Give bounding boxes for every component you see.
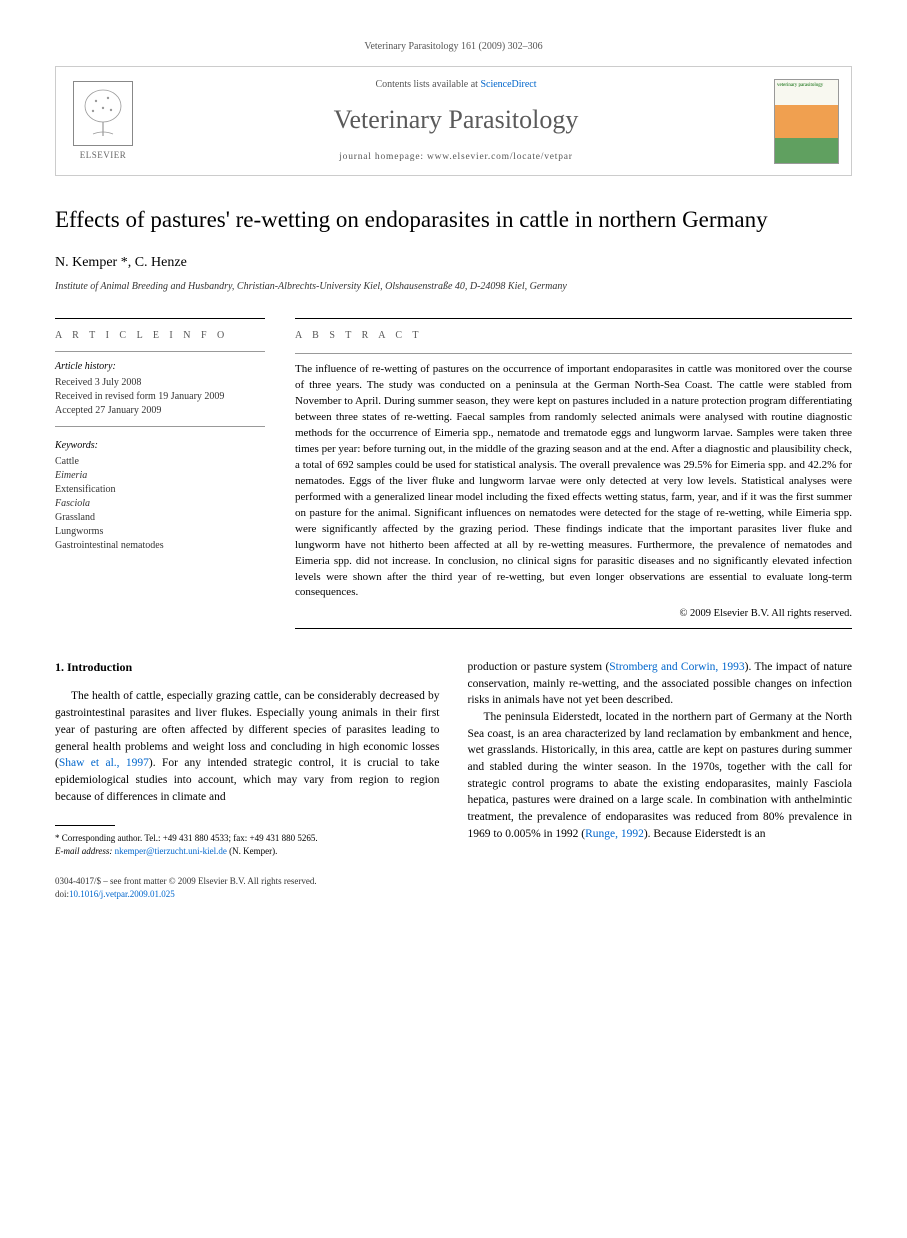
abstract-copyright: © 2009 Elsevier B.V. All rights reserved… xyxy=(295,607,852,622)
citation-shaw-1997[interactable]: Shaw et al., 1997 xyxy=(59,757,149,769)
intro-paragraph-2: The peninsula Eiderstedt, located in the… xyxy=(468,709,853,842)
affiliation: Institute of Animal Breeding and Husband… xyxy=(55,280,852,294)
c2p2b: ). Because Eiderstedt is an xyxy=(644,828,766,840)
contents-prefix: Contents lists available at xyxy=(375,79,480,90)
keyword-0: Cattle xyxy=(55,455,265,469)
doi-link[interactable]: 10.1016/j.vetpar.2009.01.025 xyxy=(69,889,175,899)
body-column-left: 1. Introduction The health of cattle, es… xyxy=(55,659,440,857)
intro-paragraph-1-cont: production or pasture system (Stromberg … xyxy=(468,659,853,709)
abstract-block: A B S T R A C T The influence of re-wett… xyxy=(295,318,852,629)
info-top-divider xyxy=(55,318,265,319)
info-abstract-row: A R T I C L E I N F O Article history: R… xyxy=(55,318,852,629)
doi-line: doi:10.1016/j.vetpar.2009.01.025 xyxy=(55,888,852,901)
accepted-date: Accepted 27 January 2009 xyxy=(55,404,265,418)
cover-caption: veterinary parasitology xyxy=(777,82,823,89)
contents-available-line: Contents lists available at ScienceDirec… xyxy=(138,78,774,92)
c2p1a: production or pasture system ( xyxy=(468,661,610,673)
keyword-2: Extensification xyxy=(55,483,265,497)
intro-paragraph-1: The health of cattle, especially grazing… xyxy=(55,688,440,805)
keyword-6: Gastrointestinal nematodes xyxy=(55,539,265,553)
elsevier-label: ELSEVIER xyxy=(80,149,127,162)
corresponding-author-footnote: * Corresponding author. Tel.: +49 431 88… xyxy=(55,832,440,857)
keyword-4: Grassland xyxy=(55,511,265,525)
journal-name: Veterinary Parasitology xyxy=(138,102,774,138)
abstract-heading: A B S T R A C T xyxy=(295,329,852,343)
footnote-divider xyxy=(55,825,115,826)
info-divider-2 xyxy=(55,426,265,427)
article-history-label: Article history: xyxy=(55,360,265,374)
article-info-heading: A R T I C L E I N F O xyxy=(55,329,265,343)
abstract-bottom-divider xyxy=(295,628,852,629)
keywords-label: Keywords: xyxy=(55,439,265,453)
journal-homepage: journal homepage: www.elsevier.com/locat… xyxy=(138,151,774,164)
c2p2a: The peninsula Eiderstedt, located in the… xyxy=(468,711,853,840)
authors: N. Kemper *, C. Henze xyxy=(55,253,852,273)
body-column-right: production or pasture system (Stromberg … xyxy=(468,659,853,857)
doi-prefix: doi: xyxy=(55,889,69,899)
running-head: Veterinary Parasitology 161 (2009) 302–3… xyxy=(55,40,852,54)
article-info-block: A R T I C L E I N F O Article history: R… xyxy=(55,318,265,629)
keyword-5: Lungworms xyxy=(55,525,265,539)
email-label: E-mail address: xyxy=(55,846,115,856)
abstract-top-divider xyxy=(295,318,852,319)
elsevier-logo: ELSEVIER xyxy=(68,76,138,166)
abstract-text: The influence of re-wetting of pastures … xyxy=(295,362,852,601)
keywords-block: Keywords: Cattle Eimeria Extensification… xyxy=(55,439,265,553)
citation-runge-1992[interactable]: Runge, 1992 xyxy=(585,828,644,840)
section-heading-introduction: 1. Introduction xyxy=(55,659,440,676)
journal-cover-thumbnail: veterinary parasitology xyxy=(774,79,839,164)
page-footer: 0304-4017/$ – see front matter © 2009 El… xyxy=(55,875,852,900)
corr-author-line: * Corresponding author. Tel.: +49 431 88… xyxy=(55,832,440,845)
revised-date: Received in revised form 19 January 2009 xyxy=(55,390,265,404)
body-columns: 1. Introduction The health of cattle, es… xyxy=(55,659,852,857)
keyword-3: Fasciola xyxy=(55,497,265,511)
info-divider-1 xyxy=(55,351,265,352)
banner-center: Contents lists available at ScienceDirec… xyxy=(138,78,774,164)
elsevier-tree-icon xyxy=(73,81,133,146)
keyword-1: Eimeria xyxy=(55,469,265,483)
citation-stromberg-corwin-1993[interactable]: Stromberg and Corwin, 1993 xyxy=(609,661,744,673)
issn-copyright-line: 0304-4017/$ – see front matter © 2009 El… xyxy=(55,875,852,888)
article-title: Effects of pastures' re-wetting on endop… xyxy=(55,206,852,235)
corr-email-line: E-mail address: nkemper@tierzucht.uni-ki… xyxy=(55,845,440,858)
email-suffix: (N. Kemper). xyxy=(227,846,277,856)
corr-email-link[interactable]: nkemper@tierzucht.uni-kiel.de xyxy=(115,846,227,856)
sciencedirect-link[interactable]: ScienceDirect xyxy=(480,79,536,90)
journal-banner: ELSEVIER Contents lists available at Sci… xyxy=(55,66,852,176)
abstract-divider xyxy=(295,353,852,354)
received-date: Received 3 July 2008 xyxy=(55,376,265,390)
